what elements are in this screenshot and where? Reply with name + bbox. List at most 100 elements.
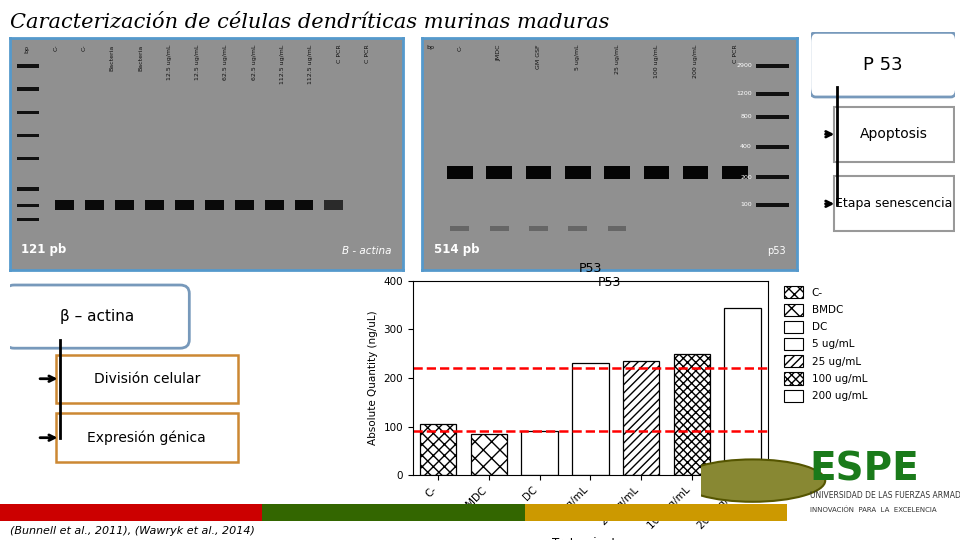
FancyBboxPatch shape bbox=[5, 285, 189, 348]
Bar bbox=[565, 165, 590, 179]
Text: Bacteria: Bacteria bbox=[138, 45, 143, 71]
Bar bbox=[683, 165, 708, 179]
Title: P53: P53 bbox=[579, 262, 602, 275]
Text: 514 pb: 514 pb bbox=[434, 243, 479, 256]
Text: p53: p53 bbox=[767, 246, 785, 256]
Text: Bacteria: Bacteria bbox=[109, 45, 115, 71]
Text: INNOVACIÓN  PARA  LA  EXCELENCIA: INNOVACIÓN PARA LA EXCELENCIA bbox=[809, 506, 936, 512]
Text: Caracterización de células dendríticas murinas maduras: Caracterización de células dendríticas m… bbox=[10, 14, 609, 32]
Text: (Bunnell et al., 2011), (Wawryk et al., 2014): (Bunnell et al., 2011), (Wawryk et al., … bbox=[10, 526, 254, 537]
Text: C PCR: C PCR bbox=[732, 45, 737, 63]
Bar bbox=[643, 165, 669, 179]
Bar bbox=[470, 434, 507, 475]
Text: JMDC: JMDC bbox=[496, 45, 502, 61]
Text: B - actina: B - actina bbox=[342, 246, 392, 256]
Text: 12.5 ug/mL: 12.5 ug/mL bbox=[195, 45, 200, 80]
Text: 25 ug/mL: 25 ug/mL bbox=[614, 45, 619, 75]
Bar bbox=[145, 200, 164, 210]
Bar bbox=[56, 200, 74, 210]
Bar bbox=[0, 504, 262, 521]
Y-axis label: Absolute Quantity (ng/uL): Absolute Quantity (ng/uL) bbox=[368, 310, 378, 446]
Text: C-: C- bbox=[53, 45, 59, 51]
Bar bbox=[265, 200, 283, 210]
Bar bbox=[529, 226, 548, 231]
Text: C PCR: C PCR bbox=[337, 45, 342, 63]
Text: C PCR: C PCR bbox=[365, 45, 370, 63]
Text: 200 ug/mL: 200 ug/mL bbox=[693, 45, 698, 78]
Bar bbox=[756, 64, 789, 68]
Text: bp: bp bbox=[25, 45, 30, 53]
Text: 62.5 ug/mL: 62.5 ug/mL bbox=[223, 45, 228, 80]
Bar bbox=[674, 354, 710, 475]
Bar bbox=[17, 64, 39, 68]
Text: 121 pb: 121 pb bbox=[21, 243, 66, 256]
Bar bbox=[623, 361, 660, 475]
FancyBboxPatch shape bbox=[56, 414, 238, 462]
Text: 100 ug/mL: 100 ug/mL bbox=[654, 45, 659, 78]
Bar bbox=[17, 187, 39, 191]
Text: 112.5 ug/mL: 112.5 ug/mL bbox=[280, 45, 285, 84]
Bar bbox=[295, 200, 314, 210]
Bar bbox=[17, 204, 39, 207]
FancyBboxPatch shape bbox=[834, 177, 953, 231]
Bar bbox=[725, 308, 761, 475]
FancyBboxPatch shape bbox=[834, 107, 953, 161]
Bar bbox=[420, 424, 456, 475]
Text: 2900: 2900 bbox=[736, 63, 752, 68]
Text: C-: C- bbox=[82, 45, 86, 51]
X-axis label: Tratamientos: Tratamientos bbox=[552, 537, 629, 540]
FancyBboxPatch shape bbox=[809, 32, 956, 97]
Text: bp: bp bbox=[426, 45, 434, 50]
Bar bbox=[324, 200, 344, 210]
Text: 12.5 ug/mL: 12.5 ug/mL bbox=[166, 45, 172, 80]
Bar bbox=[17, 111, 39, 114]
Bar bbox=[262, 504, 525, 521]
Text: UNIVERSIDAD DE LAS FUERZAS ARMADAS: UNIVERSIDAD DE LAS FUERZAS ARMADAS bbox=[809, 491, 960, 500]
Bar bbox=[756, 203, 789, 207]
Text: 1200: 1200 bbox=[736, 91, 752, 96]
Text: 200: 200 bbox=[740, 174, 752, 180]
Bar bbox=[525, 504, 787, 521]
Bar bbox=[756, 92, 789, 96]
Text: Apoptosis: Apoptosis bbox=[860, 127, 928, 141]
Bar bbox=[450, 226, 469, 231]
Bar bbox=[756, 145, 789, 149]
Text: C-: C- bbox=[457, 45, 463, 51]
Bar bbox=[756, 176, 789, 179]
Bar bbox=[521, 431, 558, 475]
Text: 100: 100 bbox=[740, 202, 752, 207]
Text: División celular: División celular bbox=[93, 372, 200, 386]
Text: Expresión génica: Expresión génica bbox=[87, 430, 206, 445]
Text: 400: 400 bbox=[740, 144, 752, 150]
Bar bbox=[605, 165, 630, 179]
Bar bbox=[568, 226, 588, 231]
Text: Etapa senescencia: Etapa senescencia bbox=[835, 197, 952, 210]
FancyBboxPatch shape bbox=[56, 354, 238, 403]
Bar bbox=[17, 87, 39, 91]
Text: GM GSF: GM GSF bbox=[536, 45, 541, 70]
Bar bbox=[235, 200, 253, 210]
Legend: C-, BMDC, DC, 5 ug/mL, 25 ug/mL, 100 ug/mL, 200 ug/mL: C-, BMDC, DC, 5 ug/mL, 25 ug/mL, 100 ug/… bbox=[780, 282, 872, 406]
Bar bbox=[487, 165, 512, 179]
Text: 5 ug/mL: 5 ug/mL bbox=[575, 45, 580, 70]
Bar bbox=[17, 157, 39, 160]
Bar bbox=[447, 165, 472, 179]
Text: 62.5 ug/mL: 62.5 ug/mL bbox=[252, 45, 256, 80]
Circle shape bbox=[680, 460, 826, 502]
Bar bbox=[115, 200, 134, 210]
Text: P53: P53 bbox=[598, 276, 621, 289]
Bar bbox=[722, 165, 748, 179]
Bar bbox=[17, 134, 39, 137]
Text: 112.5 ug/mL: 112.5 ug/mL bbox=[308, 45, 313, 84]
Text: β – actina: β – actina bbox=[60, 309, 134, 324]
Bar bbox=[17, 218, 39, 221]
Text: ESPE: ESPE bbox=[809, 450, 920, 488]
Bar bbox=[756, 115, 789, 119]
Bar bbox=[204, 200, 224, 210]
Bar bbox=[175, 200, 194, 210]
Bar bbox=[85, 200, 104, 210]
Text: P 53: P 53 bbox=[863, 56, 903, 73]
Text: 800: 800 bbox=[740, 114, 752, 119]
Bar bbox=[526, 165, 551, 179]
Bar bbox=[608, 226, 627, 231]
